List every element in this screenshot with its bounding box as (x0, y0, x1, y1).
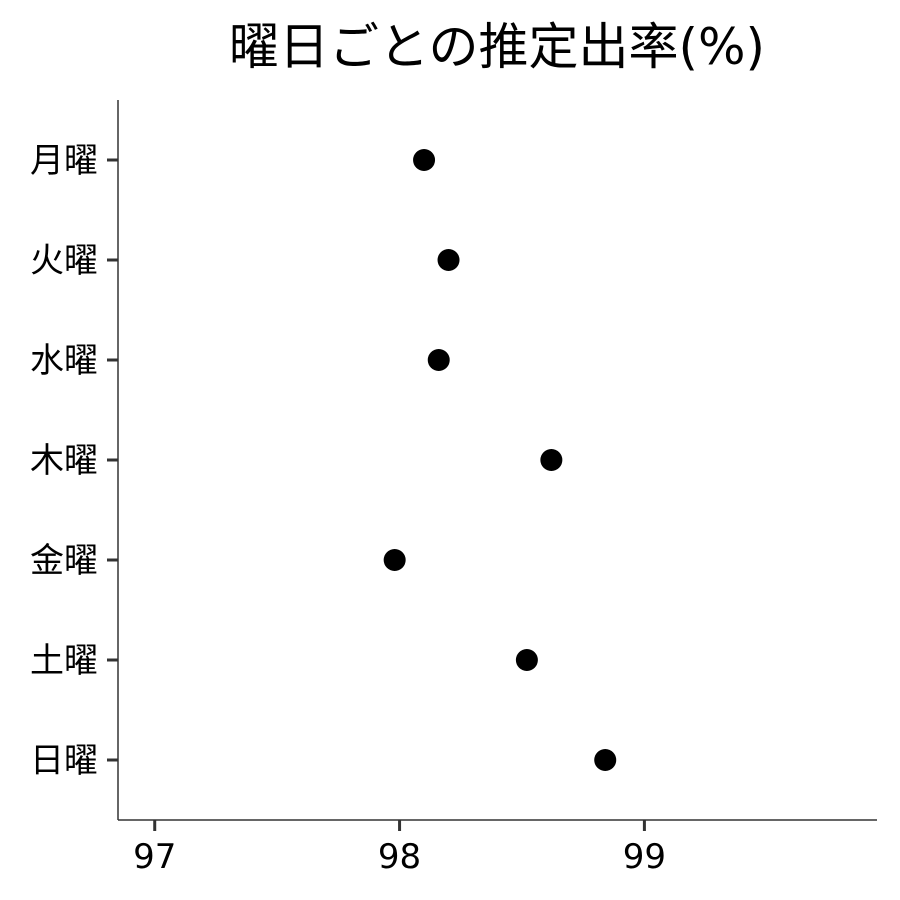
data-points (383, 149, 617, 771)
y-tick-label: 土曜 (30, 641, 98, 681)
x-tick-label: 99 (623, 837, 666, 877)
y-tick-label: 日曜 (30, 741, 98, 781)
y-tick-label: 金曜 (30, 541, 98, 581)
x-axis-ticks: 97 98 99 (133, 820, 666, 877)
chart-title: 曜日ごとの推定出率(%) (229, 18, 765, 76)
y-tick-label: 水曜 (30, 341, 98, 381)
y-tick-label: 火曜 (30, 241, 98, 281)
data-point (594, 749, 617, 771)
data-point (427, 349, 450, 371)
data-point (515, 649, 538, 671)
data-point (413, 149, 436, 171)
x-tick-label: 97 (133, 837, 176, 877)
x-tick-label: 98 (378, 837, 421, 877)
y-tick-label: 月曜 (30, 141, 98, 181)
y-tick-label: 木曜 (30, 441, 98, 481)
data-point (437, 249, 460, 271)
data-point (540, 449, 563, 471)
data-point (383, 549, 406, 571)
